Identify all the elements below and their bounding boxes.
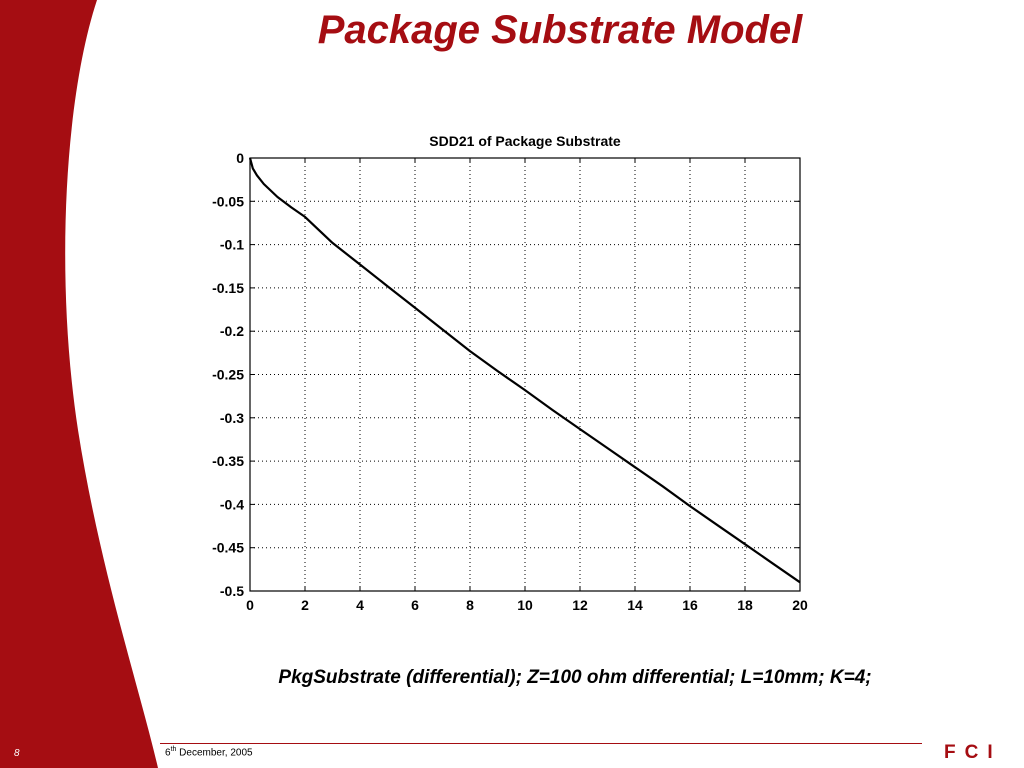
red-sidebar-shape [0,0,158,768]
page-number: 8 [14,748,20,759]
plot-frame [249,157,801,592]
y-tick-label: -0.05 [212,193,244,209]
footer-divider [160,743,922,744]
y-tick-label: 0 [236,150,244,166]
x-tick-label: 8 [466,597,474,613]
x-tick-label: 10 [517,597,533,613]
date-day: 6 [165,747,171,759]
y-tick-label: -0.15 [212,280,244,296]
y-tick-label: -0.1 [220,237,244,253]
chart-caption: PkgSubstrate (differential); Z=100 ohm d… [278,667,872,688]
y-tick-label: -0.4 [220,496,244,512]
x-tick-label: 14 [627,597,643,613]
x-tick-label: 18 [737,597,753,613]
x-tick-label: 2 [301,597,309,613]
footer-date: 6th December, 2005 [165,746,253,758]
sdd21-chart: SDD21 of Package Substrate 0 2 4 6 8 10 12 14 16 1… [212,133,808,613]
series-line [248,157,801,584]
date-suffix: th [170,746,177,753]
x-tick-label: 20 [792,597,808,613]
y-tick-label: -0.45 [212,540,244,556]
y-tick-label: -0.3 [220,410,244,426]
x-tick-label: 16 [682,597,698,613]
date-rest: December, 2005 [176,747,253,759]
x-tick-label: 6 [411,597,419,613]
x-tick-label: 0 [246,597,254,613]
x-tick-label: 4 [356,597,364,613]
fci-logo: FCI [944,742,1002,763]
y-tick-label: -0.25 [212,367,244,383]
y-tick-label: -0.5 [220,583,244,599]
page-title: Package Substrate Model [317,8,803,52]
x-tick-label: 12 [572,597,588,613]
y-tick-label: -0.2 [220,323,244,339]
y-tick-label: -0.35 [212,453,244,469]
chart-title: SDD21 of Package Substrate [429,133,621,149]
